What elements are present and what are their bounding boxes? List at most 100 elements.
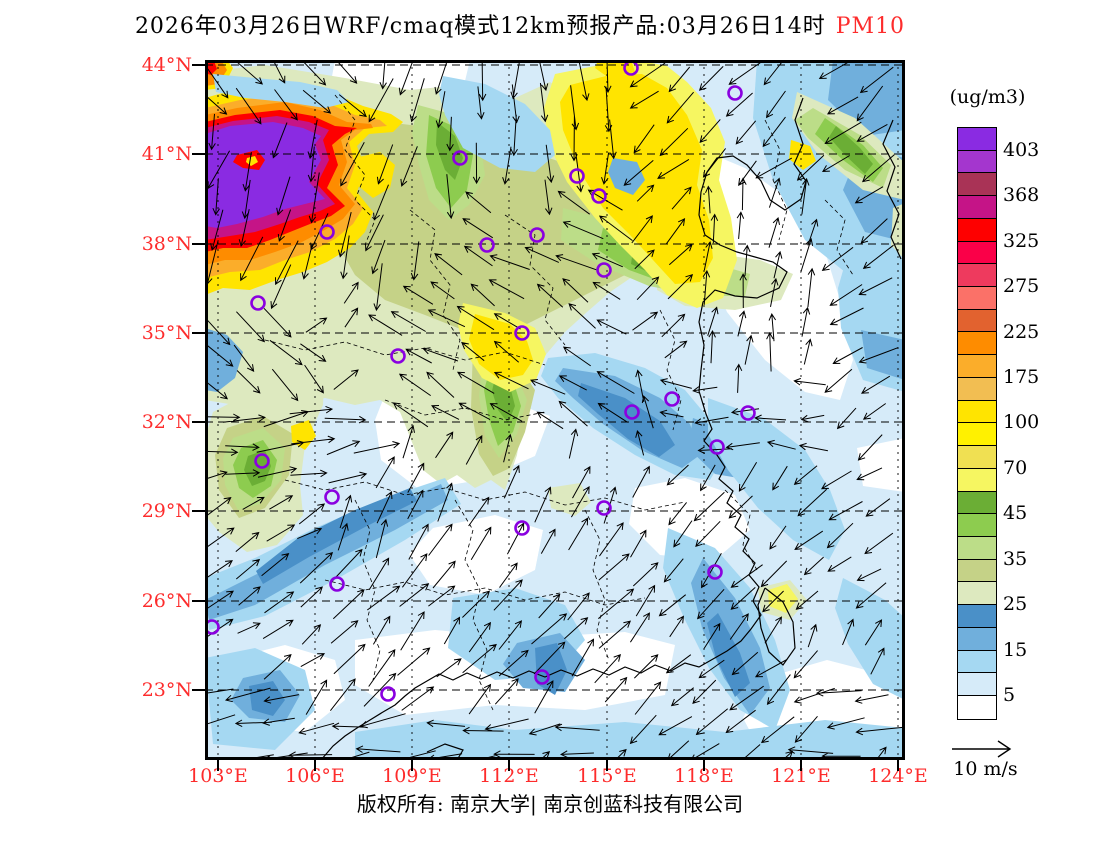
lat-axis-label: 23°N — [141, 679, 192, 701]
field-patch — [857, 438, 905, 492]
border-line — [824, 199, 854, 276]
colorbar-cell — [958, 173, 996, 197]
border-line — [659, 309, 682, 431]
colorbar-tick-label: 15 — [1003, 638, 1028, 661]
pm10-field — [205, 60, 905, 760]
page-title: 2026年03月26日WRF/cmaq模式12km预报产品:03月26日14时 P… — [0, 8, 1040, 40]
lat-axis-label: 44°N — [141, 54, 192, 76]
field-patch — [861, 330, 905, 380]
lat-axis-label: 35°N — [141, 322, 192, 344]
station-marker — [534, 669, 550, 685]
colorbar-cell — [958, 355, 996, 378]
lon-axis-tick — [897, 760, 899, 771]
coastline — [426, 743, 464, 760]
border-line — [264, 339, 546, 366]
lon-axis-label: 109°E — [382, 765, 442, 787]
forecast-map — [205, 60, 905, 760]
station-marker — [254, 453, 270, 469]
colorbar-cell — [958, 150, 996, 174]
station-marker — [514, 325, 530, 341]
coastline — [882, 119, 902, 260]
field-patch — [355, 720, 905, 760]
colorbar-tick-label: 175 — [1003, 366, 1040, 389]
station-marker — [324, 489, 340, 505]
copyright-footer: 版权所有: 南京大学| 南京创蓝科技有限公司 — [356, 792, 744, 816]
colorbar-tick-label: 35 — [1003, 547, 1028, 570]
wind-vectors — [205, 60, 903, 760]
station-marker — [624, 404, 640, 420]
lon-axis-tick — [703, 760, 705, 771]
colorbar-cell — [958, 287, 996, 310]
colorbar-cell — [958, 128, 996, 151]
station-marker — [727, 85, 743, 101]
colorbar-tick-label: 325 — [1003, 229, 1040, 252]
lon-axis-tick — [217, 760, 219, 771]
field-patch — [409, 515, 543, 595]
coastlines — [320, 97, 902, 760]
colorbar-cell — [958, 309, 996, 333]
colorbar-tick-label: 100 — [1003, 411, 1040, 434]
field-patch — [789, 140, 816, 170]
field-patch — [205, 484, 448, 620]
colorbar-tick-label: 368 — [1003, 184, 1040, 207]
lat-axis-tick — [192, 153, 205, 155]
field-patch — [835, 578, 905, 700]
colorbar-tick-label: 403 — [1003, 138, 1040, 161]
colorbar-cell — [958, 377, 996, 401]
lon-axis-tick — [314, 760, 316, 771]
lat-axis-label: 32°N — [141, 411, 192, 433]
station-marker — [740, 405, 756, 421]
colorbar-tick-label: 225 — [1003, 320, 1040, 343]
station-marker — [591, 188, 607, 204]
lat-axis-tick — [192, 689, 205, 691]
lon-axis-label: 118°E — [674, 765, 734, 787]
station-marker — [707, 564, 723, 580]
colorbar-cell — [958, 650, 996, 674]
colorbar-cell — [958, 673, 996, 696]
field-patch — [708, 398, 845, 560]
colorbar-cell — [958, 695, 996, 719]
station-markers — [205, 60, 756, 702]
title-pollutant: PM10 — [835, 14, 906, 39]
station-marker — [380, 686, 396, 702]
lat-axis-tick — [192, 600, 205, 602]
lat-axis-label: 38°N — [141, 233, 192, 255]
border-line — [324, 579, 646, 606]
field-patch — [707, 613, 750, 697]
station-marker — [250, 295, 266, 311]
lat-axis-tick — [192, 243, 205, 245]
colorbar-cell — [958, 536, 996, 560]
map-border — [205, 60, 905, 760]
lat-axis-label: 41°N — [141, 143, 192, 165]
coastline — [320, 97, 807, 760]
colorbar-cell — [958, 264, 996, 288]
field-patch — [548, 483, 591, 516]
colorbar-tick-label: 45 — [1003, 502, 1028, 525]
border-line — [284, 479, 686, 511]
title-main: 2026年03月26日WRF/cmaq模式12km预报产品:03月26日14时 — [134, 14, 826, 39]
lon-axis-tick — [411, 760, 413, 771]
station-marker — [529, 227, 545, 243]
station-marker — [514, 520, 530, 536]
field-patch — [244, 450, 271, 486]
station-marker — [319, 224, 335, 240]
field-patch — [246, 156, 258, 166]
coastline — [757, 587, 796, 666]
field-patch — [436, 122, 463, 180]
colorbar-cell — [958, 491, 996, 515]
lon-axis-label: 103°E — [188, 765, 248, 787]
colorbar-cell — [958, 400, 996, 424]
station-marker — [664, 391, 680, 407]
border-line — [724, 489, 758, 571]
lon-axis-label: 124°E — [868, 765, 928, 787]
colorbar-tick-label: 25 — [1003, 593, 1028, 616]
field-patch — [205, 122, 325, 228]
border-line — [584, 509, 610, 661]
lon-axis-tick — [800, 760, 802, 771]
colorbar-cell — [958, 559, 996, 583]
border-line — [409, 209, 461, 371]
colorbar-tick-label: 5 — [1003, 684, 1016, 707]
field-patch — [629, 478, 750, 560]
lat-axis-tick — [192, 332, 205, 334]
